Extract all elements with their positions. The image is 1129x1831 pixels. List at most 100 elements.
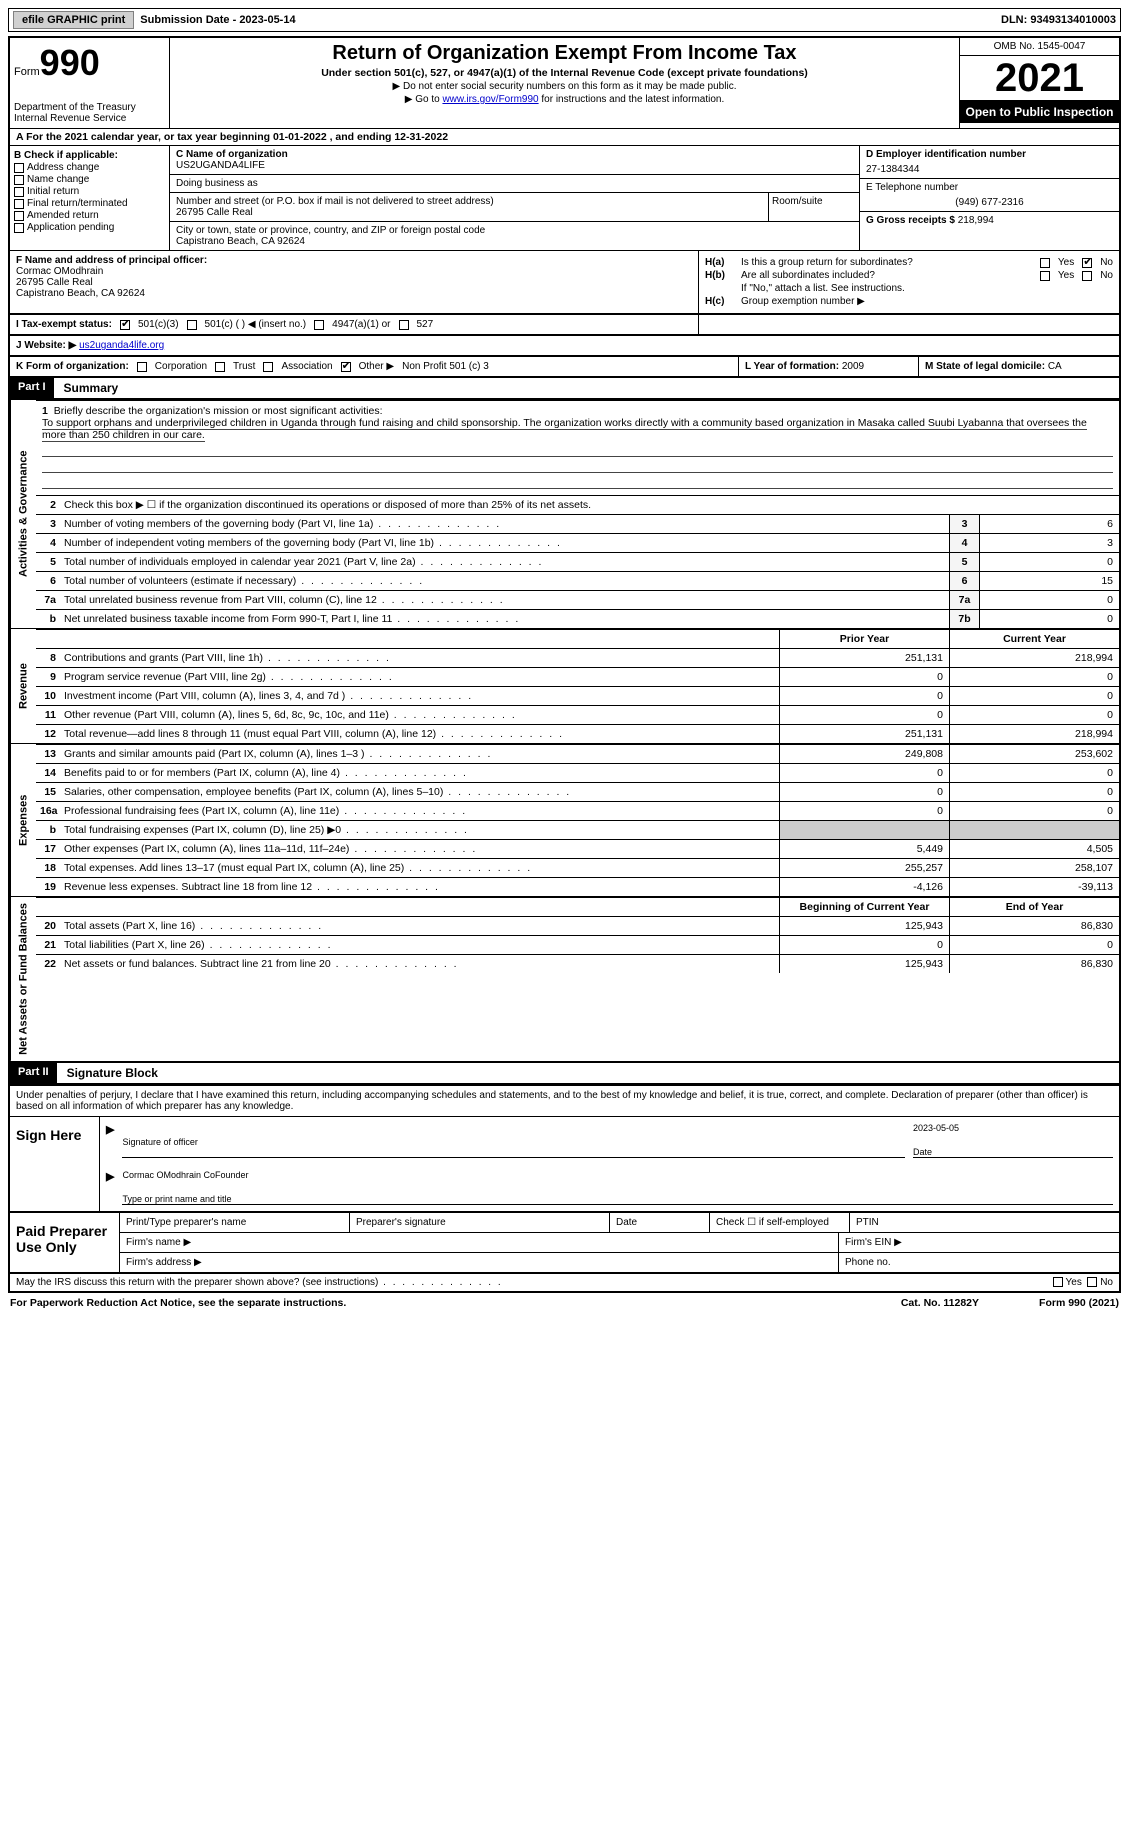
subtitle: Under section 501(c), 527, or 4947(a)(1)… xyxy=(176,67,953,79)
data-row: bTotal fundraising expenses (Part IX, co… xyxy=(36,820,1119,839)
hb-yes-chk[interactable] xyxy=(1040,271,1050,281)
firm-name[interactable]: Firm's name ▶ xyxy=(120,1233,839,1252)
row-num: 7a xyxy=(36,591,60,609)
discuss-q: May the IRS discuss this return with the… xyxy=(16,1277,1053,1288)
k-other-chk[interactable] xyxy=(341,362,351,372)
ha-yes: Yes xyxy=(1058,257,1074,268)
website-link[interactable]: us2uganda4life.org xyxy=(79,340,164,351)
firm-ein[interactable]: Firm's EIN ▶ xyxy=(839,1233,1119,1252)
i-501c-chk[interactable] xyxy=(187,320,197,330)
col-prior: Prior Year xyxy=(779,630,949,648)
row-num: 13 xyxy=(36,745,60,763)
pp-name[interactable]: Print/Type preparer's name xyxy=(120,1213,350,1232)
row-desc: Benefits paid to or for members (Part IX… xyxy=(60,764,779,782)
data-row: 16aProfessional fundraising fees (Part I… xyxy=(36,801,1119,820)
line-1: 1 Briefly describe the organization's mi… xyxy=(36,400,1119,495)
irs-link[interactable]: www.irs.gov/Form990 xyxy=(442,94,538,105)
row-prior: 0 xyxy=(779,706,949,724)
chk-final[interactable] xyxy=(14,199,24,209)
i-501c3-chk[interactable] xyxy=(120,320,130,330)
row-prior: 0 xyxy=(779,668,949,686)
row-box: 3 xyxy=(949,515,979,533)
row-desc: Other revenue (Part VIII, column (A), li… xyxy=(60,706,779,724)
hc-label: H(c) xyxy=(705,296,741,307)
pp-date[interactable]: Date xyxy=(610,1213,710,1232)
row-num: 17 xyxy=(36,840,60,858)
gov-row: bNet unrelated business taxable income f… xyxy=(36,609,1119,628)
row-desc: Number of voting members of the governin… xyxy=(60,515,949,533)
k-corp-chk[interactable] xyxy=(137,362,147,372)
ha-yes-chk[interactable] xyxy=(1040,258,1050,268)
sig-date-label: Date xyxy=(913,1147,932,1157)
row-curr: 86,830 xyxy=(949,917,1119,935)
form-footer: Form 990 (2021) xyxy=(1039,1297,1119,1309)
sign-here-label: Sign Here xyxy=(10,1117,100,1211)
side-revenue: Revenue xyxy=(10,629,36,743)
officer-name: Cormac OModhrain xyxy=(16,266,692,277)
row-desc: Total number of individuals employed in … xyxy=(60,553,949,571)
hb-label: H(b) xyxy=(705,270,741,281)
row-num: 20 xyxy=(36,917,60,935)
row-prior: 0 xyxy=(779,936,949,954)
efile-print-button[interactable]: efile GRAPHIC print xyxy=(13,11,134,29)
gov-row: 3Number of voting members of the governi… xyxy=(36,514,1119,533)
row-prior: 125,943 xyxy=(779,917,949,935)
row-desc: Salaries, other compensation, employee b… xyxy=(60,783,779,801)
pp-sig[interactable]: Preparer's signature xyxy=(350,1213,610,1232)
pp-self-emp[interactable]: Check ☐ if self-employed xyxy=(710,1213,850,1232)
row-prior: 251,131 xyxy=(779,649,949,667)
row-num: 9 xyxy=(36,668,60,686)
k-trust: Trust xyxy=(233,361,255,372)
chk-amended[interactable] xyxy=(14,211,24,221)
i-527-chk[interactable] xyxy=(399,320,409,330)
row-desc: Total number of volunteers (estimate if … xyxy=(60,572,949,590)
data-row: 19Revenue less expenses. Subtract line 1… xyxy=(36,877,1119,896)
discuss-no-chk[interactable] xyxy=(1087,1277,1097,1287)
chk-initial[interactable] xyxy=(14,187,24,197)
pp-ptin[interactable]: PTIN xyxy=(850,1213,1119,1232)
row-num: 4 xyxy=(36,534,60,552)
i-label: I Tax-exempt status: xyxy=(16,319,112,330)
name-title-field[interactable]: Cormac OModhrain CoFounder Type or print… xyxy=(122,1170,1113,1205)
firm-phone[interactable]: Phone no. xyxy=(839,1253,1119,1272)
row-curr: -39,113 xyxy=(949,878,1119,896)
row-prior: 5,449 xyxy=(779,840,949,858)
block-fh: F Name and address of principal officer:… xyxy=(8,251,1121,315)
ha-no-chk[interactable] xyxy=(1082,258,1092,268)
k-assoc: Association xyxy=(281,361,332,372)
firm-addr[interactable]: Firm's address ▶ xyxy=(120,1253,839,1272)
c-name-label: C Name of organization xyxy=(176,149,853,160)
row-num: 11 xyxy=(36,706,60,724)
gov-row: 5Total number of individuals employed in… xyxy=(36,552,1119,571)
block-i: I Tax-exempt status: 501(c)(3) 501(c) ( … xyxy=(8,315,1121,336)
chk-pending[interactable] xyxy=(14,223,24,233)
row-desc: Revenue less expenses. Subtract line 18 … xyxy=(60,878,779,896)
row-desc: Professional fundraising fees (Part IX, … xyxy=(60,802,779,820)
i-4947-chk[interactable] xyxy=(314,320,324,330)
opt-initial: Initial return xyxy=(27,186,79,197)
col-c: C Name of organization US2UGANDA4LIFE Do… xyxy=(170,146,859,250)
col-b: B Check if applicable: Address change Na… xyxy=(10,146,170,250)
k-trust-chk[interactable] xyxy=(215,362,225,372)
row-box: 5 xyxy=(949,553,979,571)
section-governance: Activities & Governance 1 Briefly descri… xyxy=(8,400,1121,628)
chk-name[interactable] xyxy=(14,175,24,185)
hb-no-chk[interactable] xyxy=(1082,271,1092,281)
data-row: 13Grants and similar amounts paid (Part … xyxy=(36,744,1119,763)
sig-date-field[interactable]: 2023-05-05 Date xyxy=(913,1123,1113,1158)
data-row: 22Net assets or fund balances. Subtract … xyxy=(36,954,1119,973)
mission-text: To support orphans and underprivileged c… xyxy=(42,417,1087,442)
col-f: F Name and address of principal officer:… xyxy=(10,251,699,313)
row-prior: 0 xyxy=(779,802,949,820)
sig-officer-field[interactable]: Signature of officer xyxy=(122,1123,905,1158)
row-val: 6 xyxy=(979,515,1119,533)
discuss-yes-chk[interactable] xyxy=(1053,1277,1063,1287)
k-assoc-chk[interactable] xyxy=(263,362,273,372)
omb-label: OMB No. 1545-0047 xyxy=(960,38,1119,56)
paperwork-footer: For Paperwork Reduction Act Notice, see … xyxy=(8,1293,1121,1313)
hc-question: Group exemption number ▶ xyxy=(741,296,1113,307)
row-prior: 251,131 xyxy=(779,725,949,743)
chk-address[interactable] xyxy=(14,163,24,173)
dept-label: Department of the TreasuryInternal Reven… xyxy=(14,102,165,124)
sig-arrow-2: ▶ xyxy=(106,1170,114,1205)
